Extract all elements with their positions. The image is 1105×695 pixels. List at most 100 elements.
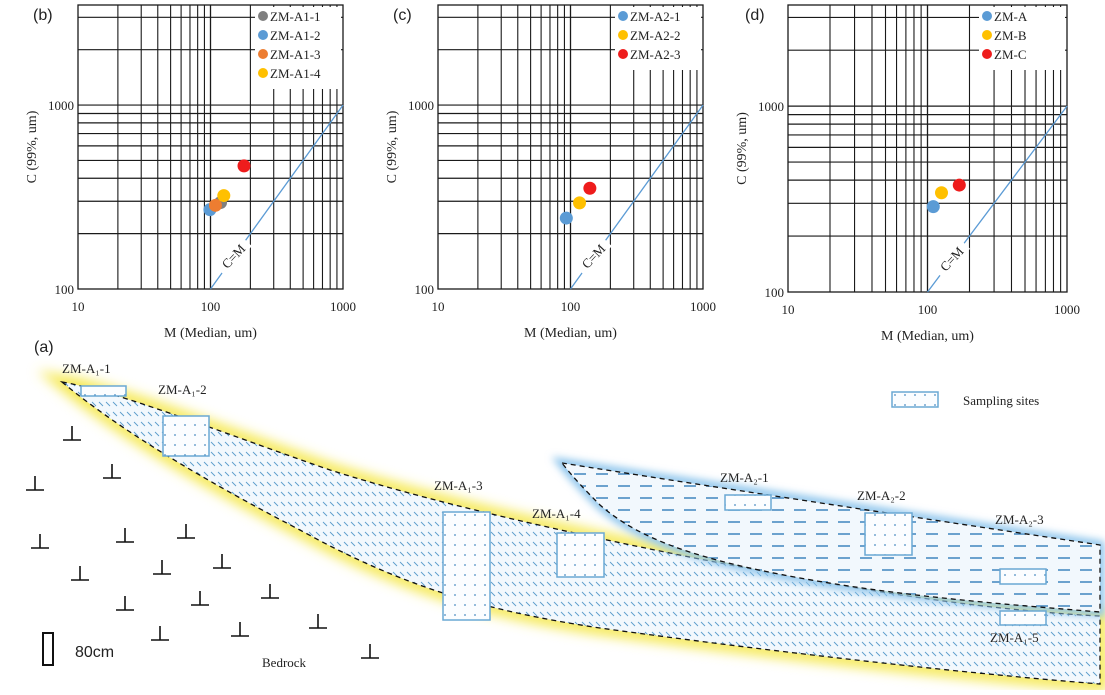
legend: ZM-A ZM-B ZM-C bbox=[979, 7, 1065, 70]
legend-label: ZM-A2-2 bbox=[630, 28, 681, 43]
legend-label: ZM-A2-1 bbox=[630, 9, 681, 24]
legend-marker bbox=[982, 11, 992, 21]
legend-marker bbox=[258, 30, 268, 40]
legend-marker bbox=[618, 49, 628, 59]
x-tick-label: 10 bbox=[432, 299, 445, 314]
site-label-a1-4: ZM-A₁-4 bbox=[532, 506, 581, 521]
legend-label: ZM-B bbox=[994, 28, 1027, 43]
legend-marker bbox=[258, 11, 268, 21]
x-tick-label: 100 bbox=[561, 299, 581, 314]
bedrock-symbol-icon bbox=[261, 584, 279, 599]
y-axis-title: C (99%, um) bbox=[25, 110, 40, 183]
legend-marker bbox=[618, 30, 628, 40]
bedrock-label: Bedrock bbox=[262, 655, 307, 670]
bedrock-symbol-icon bbox=[231, 622, 249, 637]
panel-label: (d) bbox=[745, 7, 765, 24]
legend-label: ZM-A1-2 bbox=[270, 28, 321, 43]
bedrock-symbol-icon bbox=[177, 524, 195, 539]
site-label-a1-3: ZM-A₁-3 bbox=[434, 478, 483, 493]
x-tick-label: 100 bbox=[918, 302, 938, 317]
sampling-site-a2-1 bbox=[724, 494, 772, 511]
legend-marker bbox=[982, 49, 992, 59]
reference-label-bg bbox=[574, 236, 612, 276]
x-axis-title: M (Median, um) bbox=[524, 326, 617, 341]
legend-marker bbox=[258, 49, 268, 59]
data-point-unlabeled bbox=[237, 159, 251, 173]
bedrock-symbol-icon bbox=[151, 626, 169, 641]
x-tick-label: 1000 bbox=[690, 299, 716, 314]
section-diagram: (a) ZM-A₁-1 ZM-A₁-2 ZM-A₁-3 ZM-A₁-4 ZM-A… bbox=[26, 339, 1105, 692]
legend-label: ZM-A bbox=[994, 9, 1028, 24]
x-tick-label: 1000 bbox=[1054, 302, 1080, 317]
y-tick-label: 1000 bbox=[758, 99, 784, 114]
y-tick-label: 100 bbox=[55, 282, 75, 297]
site-label-a1-2: ZM-A₁-2 bbox=[158, 382, 207, 397]
data-point-zm-a1-4 bbox=[217, 189, 231, 203]
sampling-site-a1-1 bbox=[80, 385, 127, 397]
bedrock-symbol-icon bbox=[191, 591, 209, 606]
a1-layer bbox=[59, 380, 1101, 685]
legend-background bbox=[255, 7, 341, 89]
site-label-a2-2: ZM-A₂-2 bbox=[857, 488, 906, 503]
legend-label: ZM-A2-3 bbox=[630, 47, 681, 62]
y-tick-label: 100 bbox=[415, 282, 435, 297]
bedrock-symbol-icon bbox=[116, 528, 134, 543]
bedrock-symbol-icon bbox=[153, 560, 171, 575]
data-point-zm-a2-3 bbox=[583, 181, 597, 195]
legend-label: ZM-A1-1 bbox=[270, 9, 321, 24]
data-point-zm-a1-3 bbox=[208, 198, 222, 212]
chart-c: (c) 10 100 1000 100 1000 M (Median, um) C (99%,… bbox=[385, 4, 716, 341]
panel-label: (c) bbox=[393, 7, 412, 24]
x-axis-title: M (Median, um) bbox=[164, 326, 257, 341]
scale-bar bbox=[42, 632, 54, 666]
bedrock-symbol-icon bbox=[116, 596, 134, 611]
data-point-zm-a2-2 bbox=[573, 196, 587, 210]
legend-marker bbox=[258, 68, 268, 78]
bedrock-symbol-icon bbox=[213, 554, 231, 569]
x-tick-label: 10 bbox=[782, 302, 795, 317]
site-label-a2-1: ZM-A₂-1 bbox=[720, 470, 769, 485]
site-label-a1-1: ZM-A₁-1 bbox=[62, 361, 111, 376]
y-axis-title: C (99%, um) bbox=[385, 110, 400, 183]
bedrock-symbol-icon bbox=[31, 534, 49, 549]
bedrock-symbol-icon bbox=[63, 426, 81, 441]
data-point-zm-b bbox=[935, 186, 949, 200]
chart-b: (b) 10 100 1000 100 1000 M (Median, um) C (99%,… bbox=[25, 4, 356, 341]
bedrock-symbol-icon bbox=[361, 644, 379, 659]
bedrock-symbol-icon bbox=[26, 476, 44, 491]
sampling-site-a2-3 bbox=[999, 568, 1047, 585]
site-label-a2-3: ZM-A₂-3 bbox=[995, 512, 1044, 527]
legend-marker bbox=[618, 11, 628, 21]
sampling-site-a1-2 bbox=[162, 415, 210, 457]
y-tick-label: 100 bbox=[765, 285, 785, 300]
y-tick-label: 1000 bbox=[408, 98, 434, 113]
sampling-site-a1-3 bbox=[442, 511, 491, 621]
bedrock-symbol-icon bbox=[103, 464, 121, 479]
sampling-site-a2-2 bbox=[864, 512, 913, 556]
legend-label: ZM-A1-3 bbox=[270, 47, 321, 62]
data-point-zm-c bbox=[952, 178, 966, 192]
cm-charts: (b) 10 100 1000 100 1000 M (Median, um) C (99%,… bbox=[25, 4, 1080, 344]
x-tick-label: 100 bbox=[201, 299, 221, 314]
reference-label-bg bbox=[214, 236, 252, 276]
panel-label: (b) bbox=[33, 7, 53, 24]
x-tick-label: 1000 bbox=[330, 299, 356, 314]
y-axis-title: C (99%, um) bbox=[735, 112, 750, 185]
bedrock-symbol-icon bbox=[71, 566, 89, 581]
legend-label: ZM-C bbox=[994, 47, 1027, 62]
data-point-zm-a bbox=[926, 200, 940, 214]
sampling-site-a1-4 bbox=[556, 532, 605, 578]
legend: ZM-A2-1 ZM-A2-2 ZM-A2-3 bbox=[615, 7, 701, 70]
x-tick-label: 10 bbox=[72, 299, 85, 314]
chart-d: (d) 10 100 1000 100 1000 M (Median, um) C (99%,… bbox=[735, 4, 1080, 344]
legend-sampling-site-symbol bbox=[891, 391, 939, 408]
sampling-site-a1-5 bbox=[999, 610, 1047, 626]
y-tick-label: 1000 bbox=[48, 98, 74, 113]
panel-label-a: (a) bbox=[34, 339, 54, 356]
bedrock-symbols bbox=[26, 426, 379, 659]
x-axis-title: M (Median, um) bbox=[881, 329, 974, 344]
a2-layer bbox=[560, 462, 1101, 613]
legend-marker bbox=[982, 30, 992, 40]
bedrock-symbol-icon bbox=[309, 614, 327, 629]
